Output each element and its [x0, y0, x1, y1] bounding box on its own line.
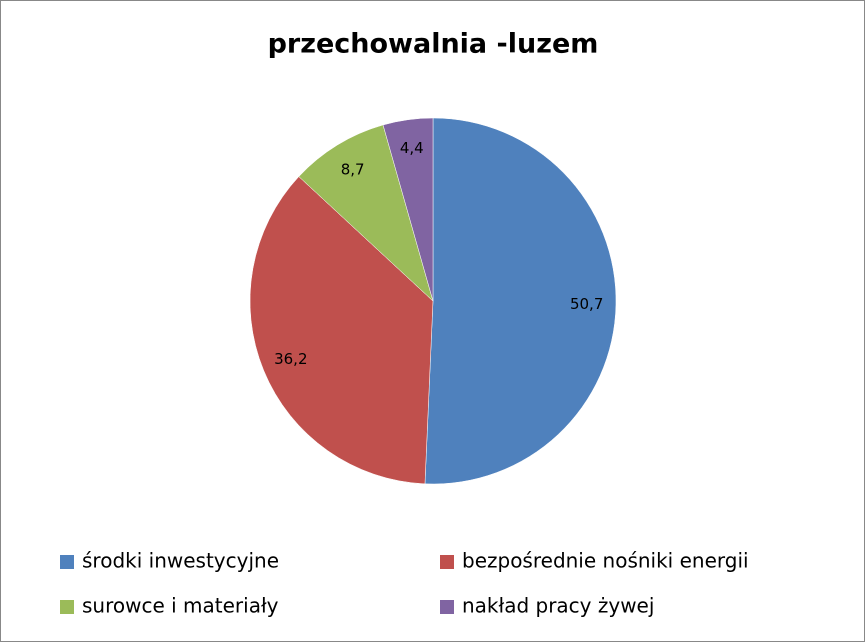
data-label: 50,7 [570, 295, 603, 313]
legend-label: bezpośrednie nośniki energii [462, 549, 749, 573]
pie-slice [298, 124, 434, 302]
data-label: 36,2 [274, 350, 307, 368]
legend-swatch [60, 555, 74, 569]
legend-swatch [440, 555, 454, 569]
pie-slice [382, 117, 434, 302]
chart-title: przechowalnia -luzem [268, 29, 599, 60]
legend-swatch [440, 600, 454, 614]
data-label: 8,7 [341, 160, 365, 178]
legend-label: środki inwestycyjne [82, 549, 279, 573]
legend-swatch [60, 600, 74, 614]
pie-slice [424, 117, 617, 485]
legend-label: surowce i materiały [82, 594, 279, 618]
data-label: 4,4 [400, 139, 424, 157]
pie-slice [249, 176, 434, 485]
legend-label: nakład pracy żywej [462, 594, 654, 618]
